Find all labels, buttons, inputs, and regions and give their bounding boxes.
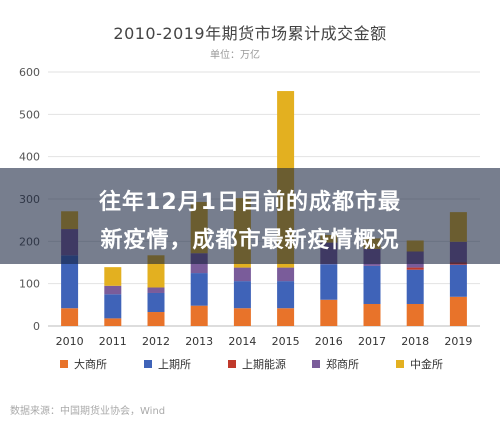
legend-label: 中金所	[410, 358, 443, 371]
x-tick-label: 2016	[315, 335, 343, 348]
legend-item: 郑商所	[312, 356, 396, 372]
y-tick-label: 0	[33, 320, 40, 333]
legend-item: 大商所	[60, 356, 144, 372]
x-tick-label: 2012	[142, 335, 170, 348]
x-tick-label: 2010	[56, 335, 84, 348]
bar-segment	[406, 267, 424, 270]
legend-label: 郑商所	[326, 358, 359, 371]
bar-segment	[233, 308, 251, 326]
y-tick-label: 500	[19, 108, 40, 121]
bar-segment	[233, 267, 251, 282]
bar-segment	[104, 294, 122, 319]
source-note: 数据来源：中国期货业协会，Wind	[10, 406, 166, 417]
bar-segment	[190, 273, 208, 306]
bar-segment	[277, 267, 295, 282]
bar-segment	[406, 303, 424, 326]
y-tick-label: 100	[19, 278, 40, 291]
x-tick-label: 2014	[228, 335, 256, 348]
y-tick-label: 600	[19, 66, 40, 79]
bar-segment	[277, 308, 295, 326]
bar-segment	[147, 292, 165, 313]
legend-swatch	[312, 360, 320, 368]
unit-label: 单位：万亿	[210, 50, 260, 61]
legend-item: 中金所	[396, 356, 480, 372]
legend-label: 大商所	[74, 358, 107, 371]
legend-swatch	[144, 360, 152, 368]
x-tick-label: 2019	[444, 335, 472, 348]
x-tick-label: 2011	[99, 335, 127, 348]
bar-segment	[363, 303, 381, 326]
bar-segment	[104, 267, 122, 286]
legend-swatch	[396, 360, 404, 368]
bar-segment	[104, 285, 122, 295]
legend-item: 上期所	[144, 356, 228, 372]
legend-swatch	[60, 360, 68, 368]
bar-segment	[233, 281, 251, 309]
headline-line-2: 新疫情，成都市最新疫情概况	[100, 228, 400, 253]
bar-segment	[449, 264, 467, 297]
bar-segment	[61, 255, 79, 309]
bar-segment	[320, 299, 338, 326]
legend-swatch	[228, 360, 236, 368]
legend-item: 上期能源	[228, 356, 312, 372]
x-tick-label: 2015	[272, 335, 300, 348]
x-tick-label: 2017	[358, 335, 386, 348]
bar-segment	[406, 269, 424, 304]
bar-segment	[147, 312, 165, 326]
chart-legend: 大商所 上期所 上期能源 郑商所 中金所	[60, 356, 480, 374]
x-tick-label: 2018	[401, 335, 429, 348]
bar-segment	[147, 287, 165, 293]
legend-label: 上期能源	[242, 358, 286, 371]
headline-overlay: 往年12月1日目前的成都市最 新疫情，成都市最新疫情概况	[0, 168, 500, 264]
bar-segment	[277, 281, 295, 309]
bar-segment	[449, 296, 467, 326]
y-tick-label: 400	[19, 151, 40, 164]
bar-segment	[104, 318, 122, 326]
bar-segment	[320, 264, 338, 300]
chart-title: 2010-2019年期货市场累计成交金额	[113, 24, 387, 43]
legend-label: 上期所	[158, 358, 191, 371]
headline-line-1: 往年12月1日目前的成都市最	[99, 190, 401, 215]
bar-segment	[61, 308, 79, 326]
x-tick-label: 2013	[185, 335, 213, 348]
bar-segment	[190, 305, 208, 326]
bar-segment	[363, 265, 381, 304]
